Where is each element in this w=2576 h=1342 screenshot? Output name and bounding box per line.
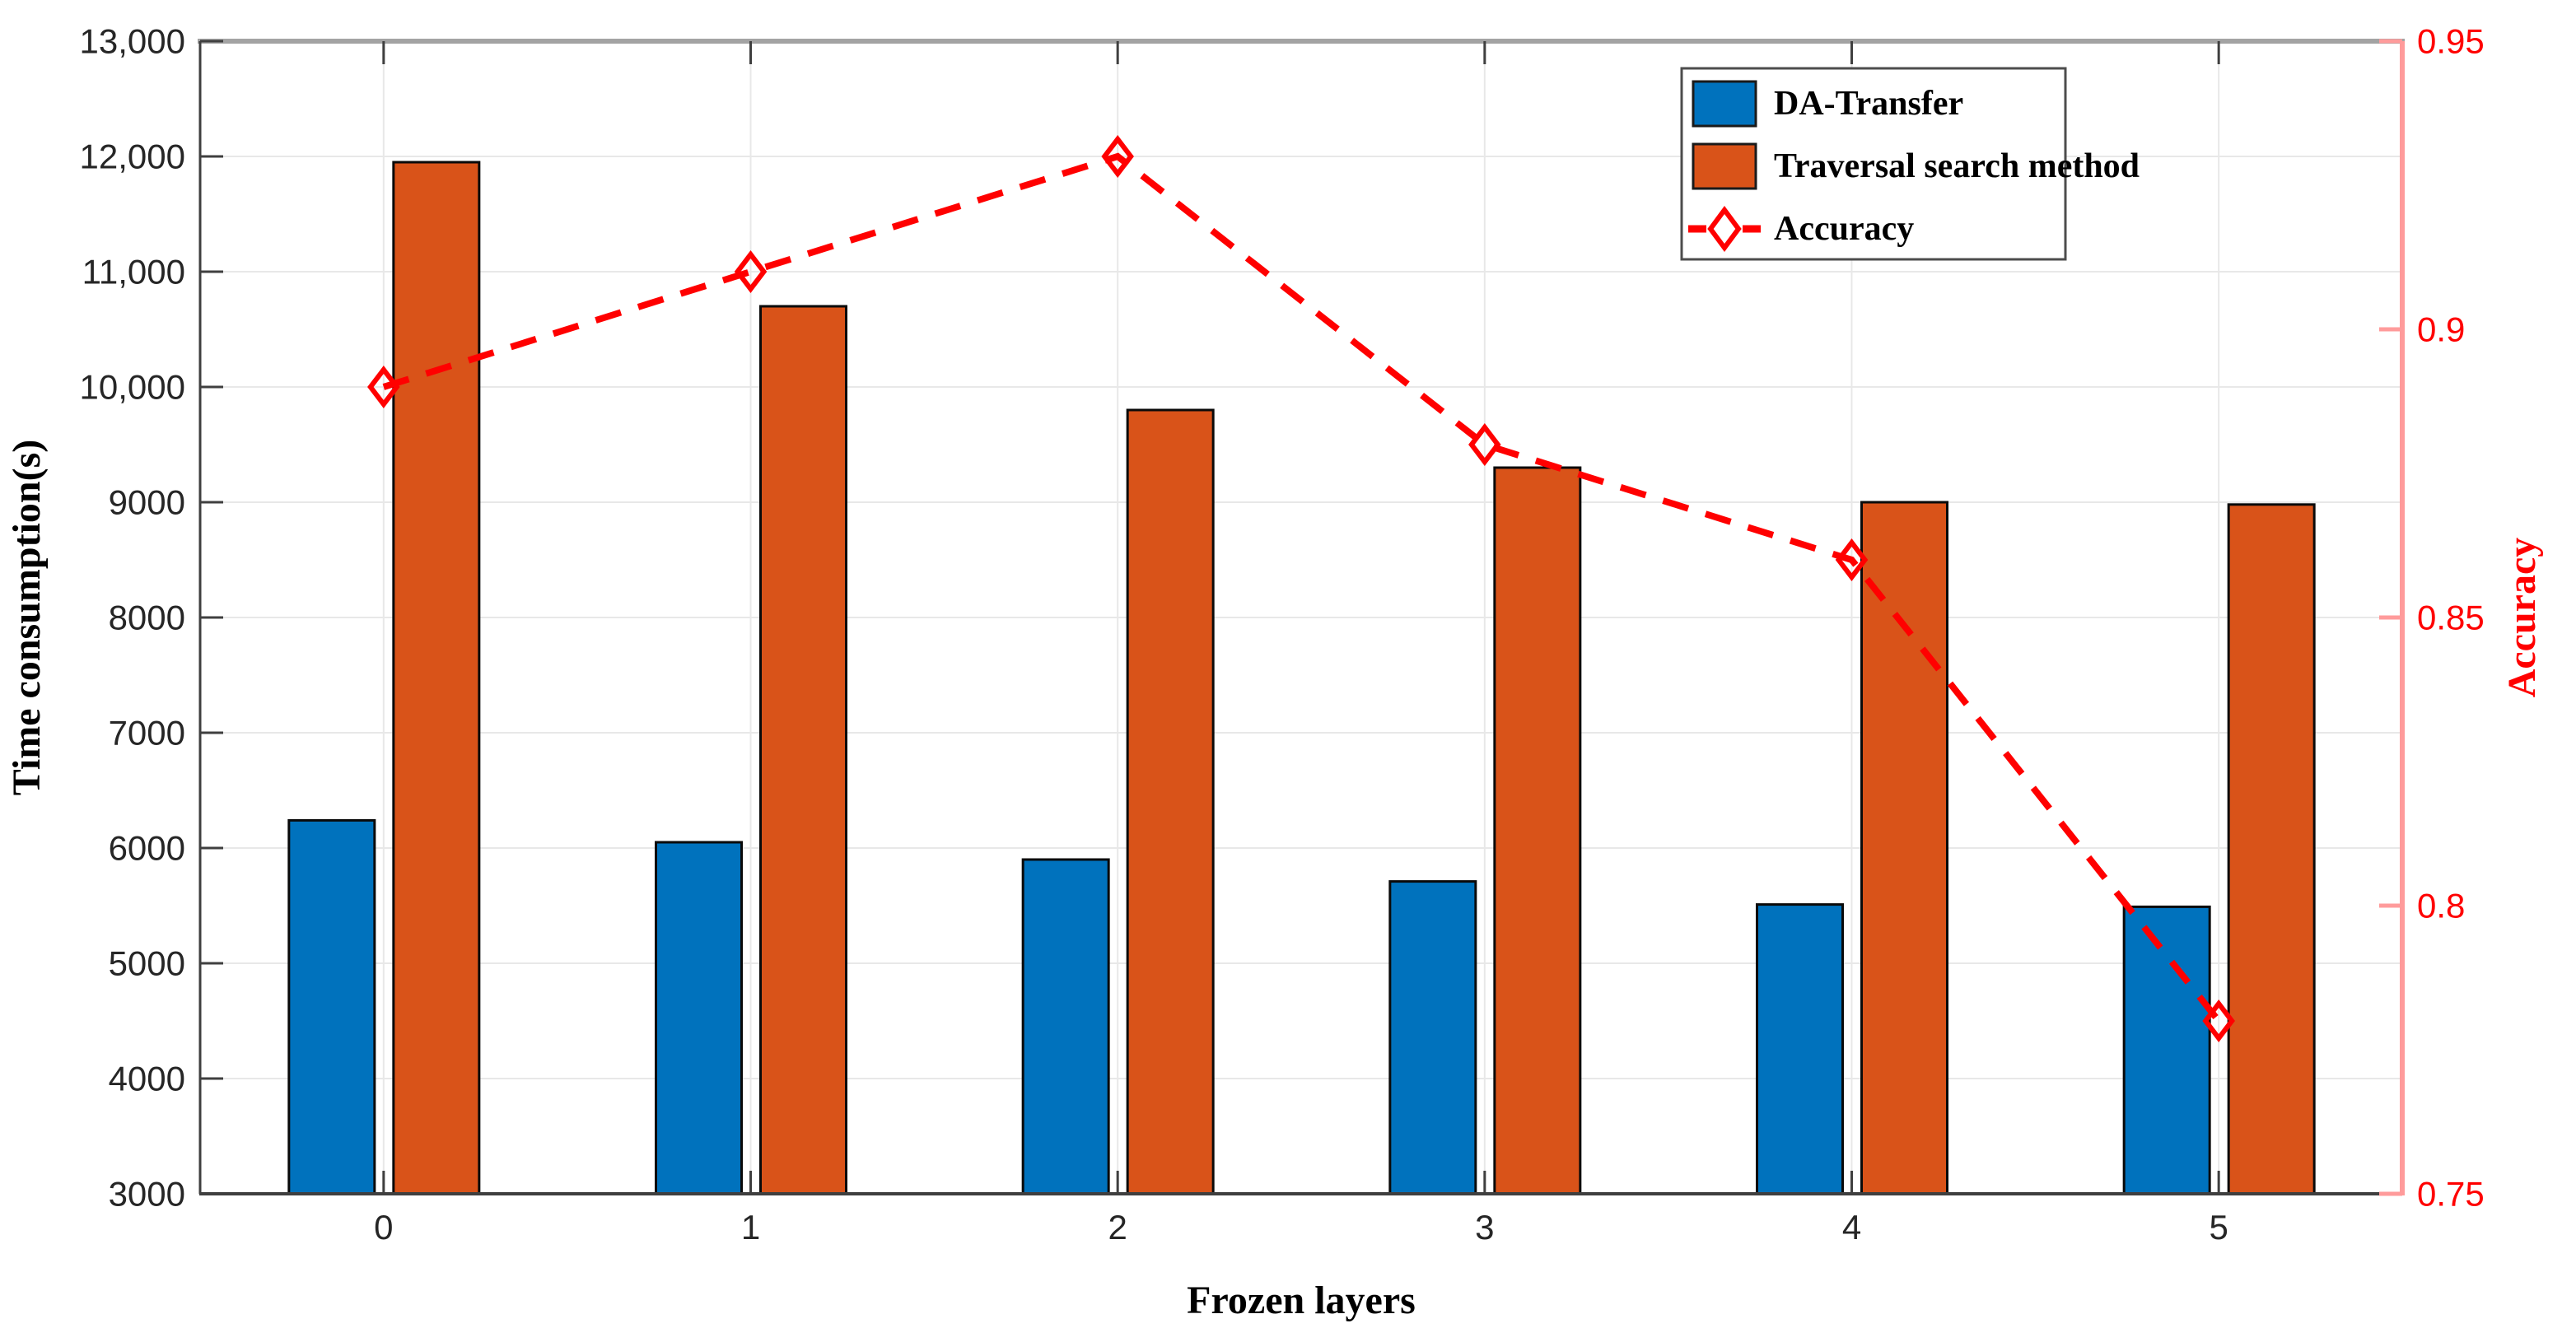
left-tick-label: 12,000 bbox=[80, 137, 185, 176]
left-tick-label: 8000 bbox=[109, 599, 185, 637]
x-tick-label: 0 bbox=[374, 1208, 393, 1246]
bar-da-transfer-4 bbox=[1756, 903, 1844, 1195]
left-tick-label: 9000 bbox=[109, 483, 185, 522]
bar-traversal-search-method-2 bbox=[1126, 408, 1215, 1195]
accuracy-line bbox=[382, 152, 2222, 1023]
left-tick-label: 13,000 bbox=[80, 22, 185, 61]
legend-swatch-2 bbox=[1692, 142, 1757, 190]
bar-traversal-search-method-3 bbox=[1493, 466, 1582, 1195]
left-tick-label: 3000 bbox=[109, 1175, 185, 1214]
accuracy-marker-1 bbox=[734, 250, 768, 293]
x-axis-title: Frozen layers bbox=[1187, 1279, 1416, 1322]
right-tick-label: 0.85 bbox=[2417, 599, 2485, 637]
right-tick-label: 0.8 bbox=[2417, 887, 2465, 925]
bar-da-transfer-2 bbox=[1021, 858, 1110, 1195]
x-tick-label: 2 bbox=[1108, 1208, 1127, 1246]
bar-traversal-search-method-0 bbox=[392, 161, 481, 1195]
bar-da-transfer-5 bbox=[2122, 905, 2211, 1195]
left-tick-label: 5000 bbox=[109, 944, 185, 983]
bar-da-transfer-1 bbox=[655, 841, 743, 1195]
legend-swatch-1 bbox=[1692, 80, 1757, 128]
accuracy-marker-3 bbox=[1468, 423, 1501, 466]
legend-label-2: Traversal search method bbox=[1774, 147, 2140, 185]
bar-da-transfer-0 bbox=[287, 818, 376, 1195]
bar-traversal-search-method-5 bbox=[2227, 503, 2316, 1195]
x-tick-label: 3 bbox=[1475, 1208, 1494, 1246]
accuracy-marker-5 bbox=[2202, 1000, 2235, 1042]
left-tick-label: 11,000 bbox=[82, 253, 185, 291]
accuracy-marker-4 bbox=[1835, 538, 1869, 581]
accuracy-marker-0 bbox=[367, 366, 400, 408]
right-tick-label: 0.75 bbox=[2417, 1175, 2485, 1214]
right-tick-label: 0.95 bbox=[2417, 22, 2485, 61]
x-tick-label: 4 bbox=[1842, 1208, 1861, 1246]
legend-label-3: Accuracy bbox=[1774, 210, 1914, 248]
bar-traversal-search-method-4 bbox=[1860, 501, 1948, 1195]
left-tick-label: 4000 bbox=[109, 1060, 185, 1098]
bar-traversal-search-method-1 bbox=[759, 305, 847, 1195]
left-tick-label: 7000 bbox=[109, 714, 185, 753]
accuracy-marker-2 bbox=[1101, 135, 1134, 178]
bar-da-transfer-3 bbox=[1388, 880, 1477, 1195]
left-tick-label: 10,000 bbox=[80, 368, 185, 407]
x-tick-label: 5 bbox=[2209, 1208, 2228, 1246]
left-axis-title: Time consumption(s) bbox=[5, 440, 49, 796]
right-tick-label: 0.9 bbox=[2417, 310, 2465, 349]
legend-label-1: DA-Transfer bbox=[1774, 85, 1963, 123]
left-tick-label: 6000 bbox=[109, 829, 185, 868]
x-tick-label: 1 bbox=[741, 1208, 760, 1246]
right-axis-title: Accuracy bbox=[2500, 538, 2544, 698]
legend-diamond-icon bbox=[1707, 205, 1742, 253]
